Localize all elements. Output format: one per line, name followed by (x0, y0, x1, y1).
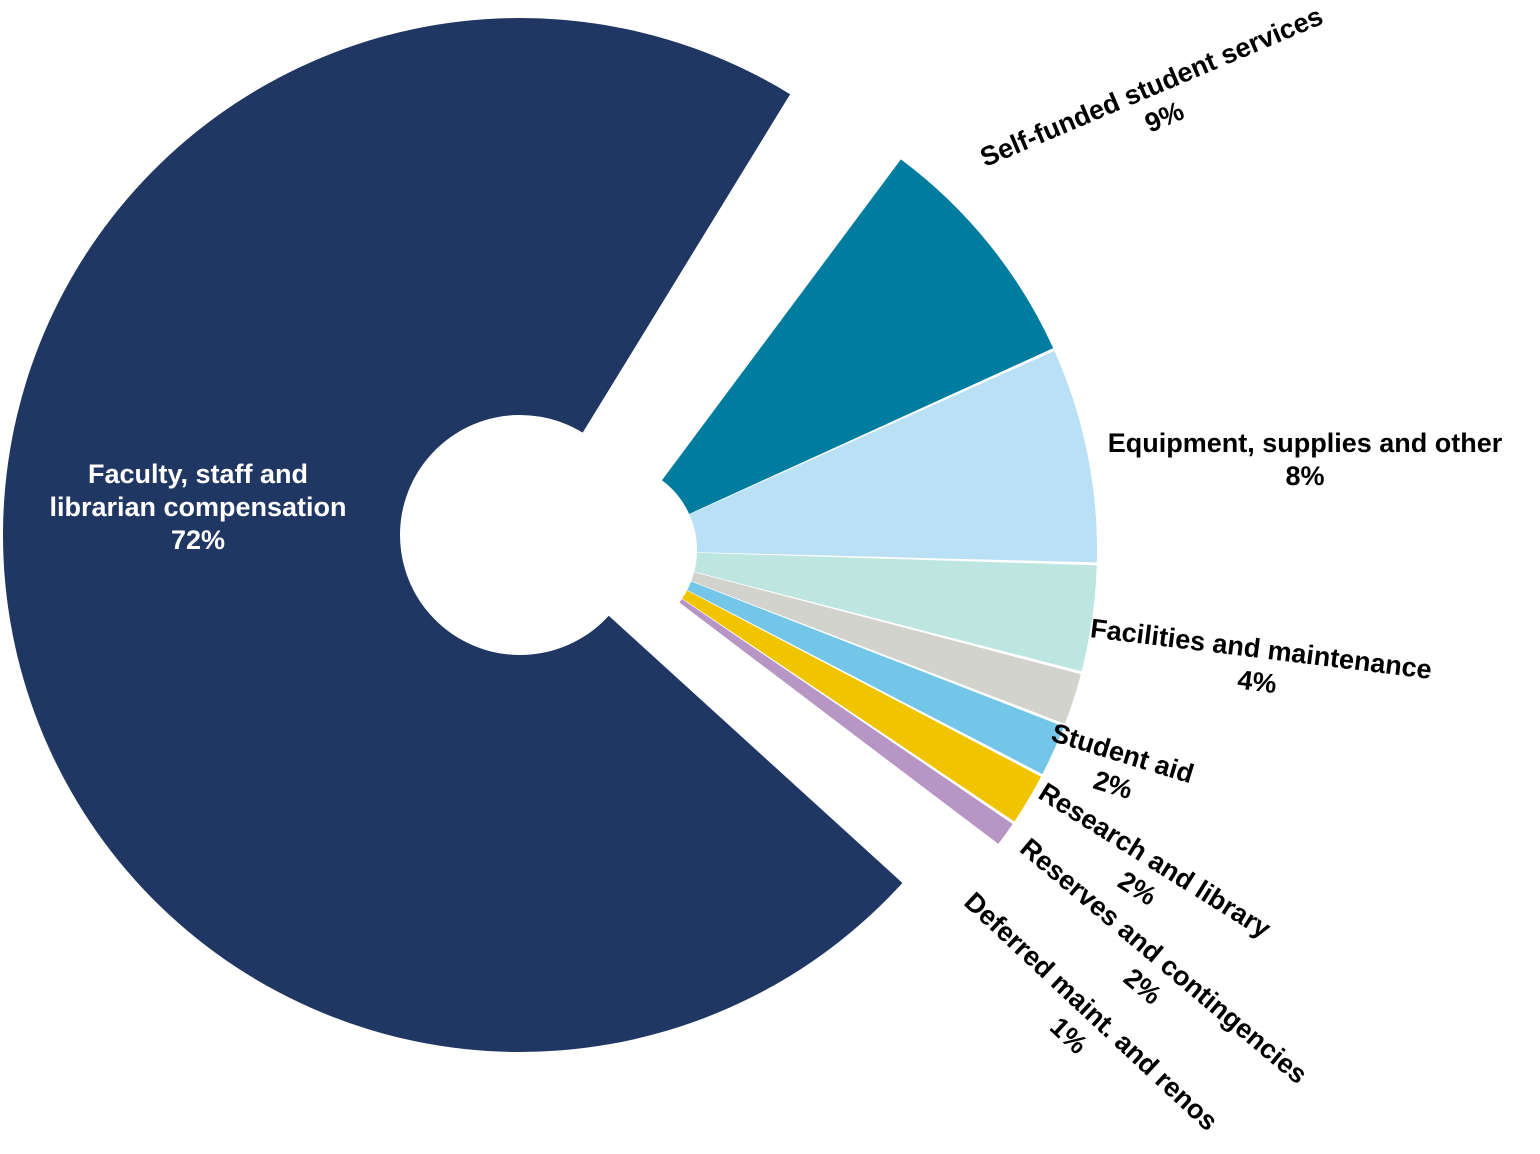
slice-label-0: Faculty, staff and librarian compensation… (49, 459, 346, 555)
slice-6 (682, 590, 1041, 822)
slice-5 (687, 581, 1064, 775)
slice-name-label: Deferred maint. and renos (959, 886, 1224, 1136)
slice-label-7: Deferred maint. and renos1% (936, 886, 1224, 1154)
slice-4 (691, 572, 1081, 724)
slice-label-1: Self-funded student services9% (976, 1, 1340, 203)
slice-3 (694, 552, 1097, 672)
slice-0 (2, 18, 903, 1053)
slice-value-label: 4% (1236, 665, 1278, 700)
slice-name-label: Self-funded student services (976, 1, 1327, 173)
slice-value-label: 72% (171, 525, 225, 555)
slice-label-2: Equipment, supplies and other 8% (1108, 428, 1503, 491)
slice-7 (679, 598, 1013, 844)
slice-1 (661, 159, 1054, 514)
slice-name-label: Research and library (1034, 777, 1276, 944)
slice-name-label: Equipment, supplies and other (1108, 428, 1503, 458)
slice-2 (689, 350, 1097, 563)
slice-value-label: 8% (1285, 461, 1324, 491)
chart-slices (2, 18, 1097, 1053)
slice-name-label: Faculty, staff and (88, 459, 308, 489)
slice-label-3: Facilities and maintenance4% (1085, 613, 1434, 717)
slice-name-label: librarian compensation (49, 492, 346, 522)
